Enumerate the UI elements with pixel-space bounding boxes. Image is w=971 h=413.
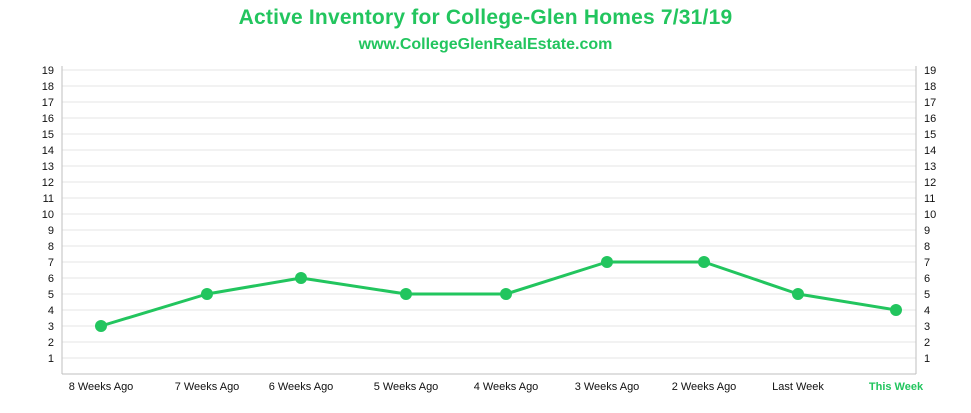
y-tick-right-13: 13	[924, 161, 936, 173]
chart-subtitle: www.CollegeGlenRealEstate.com	[358, 36, 613, 53]
y-tick-right-4: 4	[924, 305, 930, 317]
data-point-5	[601, 256, 613, 268]
y-tick-left-12: 12	[42, 177, 54, 189]
y-tick-left-14: 14	[42, 145, 54, 157]
x-tick-label-7: Last Week	[772, 381, 824, 393]
y-tick-right-15: 15	[924, 129, 936, 141]
y-tick-left-11: 11	[43, 193, 54, 205]
y-tick-right-10: 10	[924, 209, 936, 221]
y-tick-left-6: 6	[48, 273, 54, 285]
y-tick-left-17: 17	[42, 97, 54, 109]
x-tick-label-0: 8 Weeks Ago	[69, 381, 134, 393]
y-tick-left-4: 4	[48, 305, 54, 317]
axis-layer	[61, 66, 917, 375]
y-tick-left-9: 9	[48, 225, 54, 237]
x-tick-label-6: 2 Weeks Ago	[672, 381, 737, 393]
y-tick-right-14: 14	[924, 145, 936, 157]
y-tick-left-2: 2	[48, 337, 54, 349]
y-tick-right-1: 1	[924, 353, 930, 365]
data-point-1	[201, 288, 213, 300]
data-point-3	[400, 288, 412, 300]
data-point-6	[698, 256, 710, 268]
y-tick-right-5: 5	[924, 289, 930, 301]
chart-title: Active Inventory for College-Glen Homes …	[238, 6, 733, 29]
y-tick-right-12: 12	[924, 177, 936, 189]
y-tick-right-19: 19	[924, 65, 936, 77]
data-point-8	[890, 304, 902, 316]
x-tick-label-5: 3 Weeks Ago	[575, 381, 640, 393]
y-tick-right-2: 2	[924, 337, 930, 349]
y-tick-left-19: 19	[42, 65, 54, 77]
grid-layer	[62, 69, 916, 359]
y-tick-right-3: 3	[924, 321, 930, 333]
y-tick-left-8: 8	[48, 241, 54, 253]
series-layer	[95, 256, 902, 332]
y-tick-left-15: 15	[42, 129, 54, 141]
y-tick-left-1: 1	[48, 353, 54, 365]
y-tick-right-18: 18	[924, 81, 936, 93]
y-tick-left-13: 13	[42, 161, 54, 173]
y-tick-left-3: 3	[48, 321, 54, 333]
y-tick-right-16: 16	[924, 113, 936, 125]
data-point-2	[295, 272, 307, 284]
y-tick-right-7: 7	[924, 257, 930, 269]
data-point-7	[792, 288, 804, 300]
y-tick-left-7: 7	[48, 257, 54, 269]
y-tick-left-10: 10	[42, 209, 54, 221]
x-tick-label-2: 6 Weeks Ago	[269, 381, 334, 393]
x-tick-label-1: 7 Weeks Ago	[175, 381, 240, 393]
y-tick-right-17: 17	[924, 97, 936, 109]
y-tick-right-6: 6	[924, 273, 930, 285]
y-tick-left-18: 18	[42, 81, 54, 93]
x-tick-label-4: 4 Weeks Ago	[474, 381, 539, 393]
y-tick-left-5: 5	[48, 289, 54, 301]
data-point-0	[95, 320, 107, 332]
x-tick-label-8: This Week	[869, 381, 924, 393]
x-axis-ticks: 8 Weeks Ago 7 Weeks Ago 6 Weeks Ago 5 Weeks…	[69, 381, 924, 393]
y-tick-right-9: 9	[924, 225, 930, 237]
y-tick-left-16: 16	[42, 113, 54, 125]
data-point-4	[500, 288, 512, 300]
y-tick-right-11: 11	[924, 193, 935, 205]
x-tick-label-3: 5 Weeks Ago	[374, 381, 439, 393]
y-tick-right-8: 8	[924, 241, 930, 253]
